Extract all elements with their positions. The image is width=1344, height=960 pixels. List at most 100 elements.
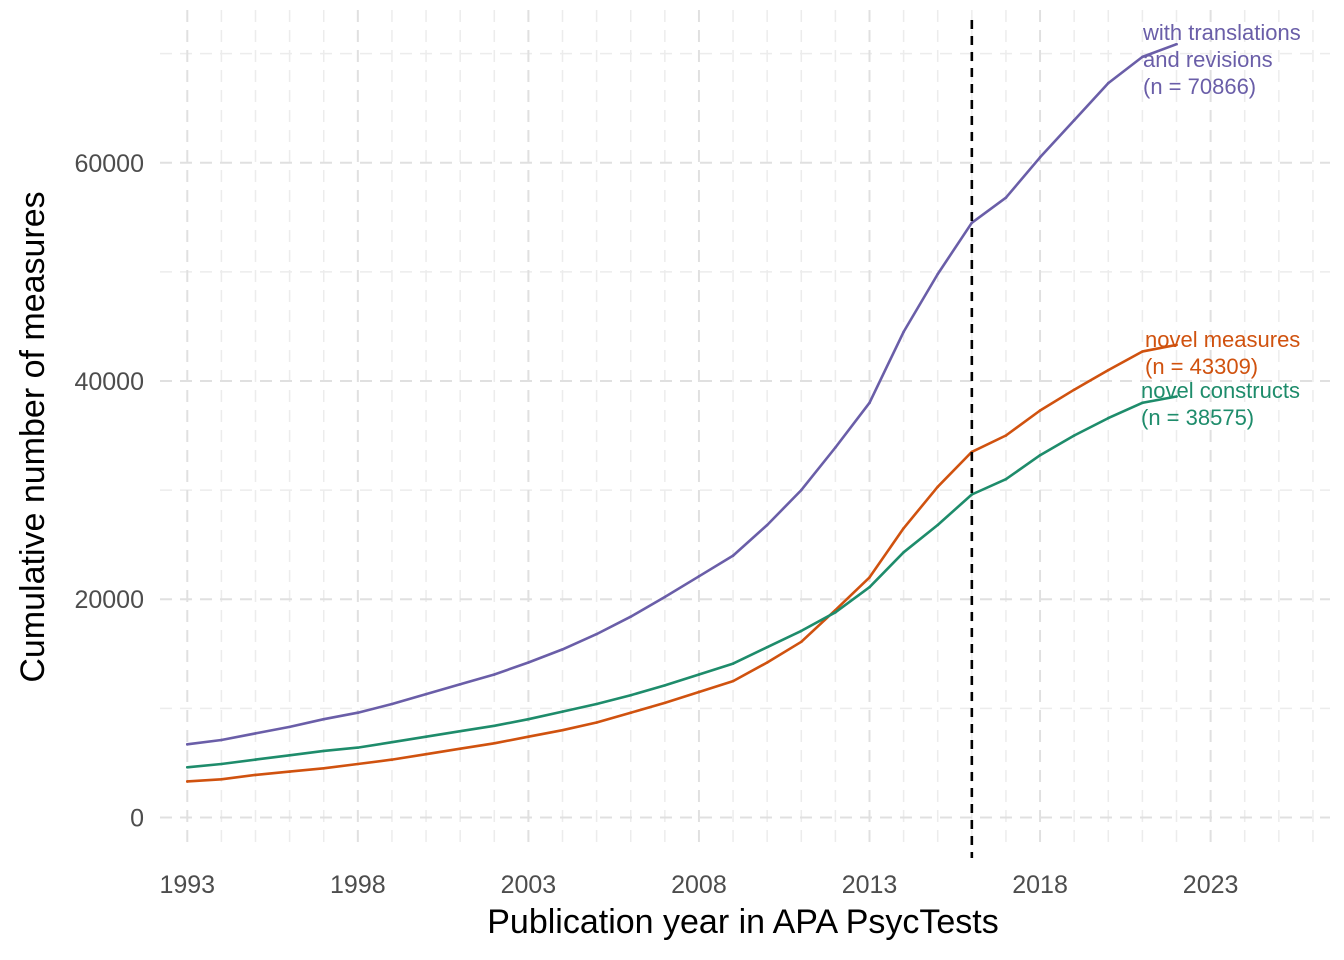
data-point-translations-2012 xyxy=(834,446,837,449)
data-point-novel_measures-2021 xyxy=(1141,350,1144,353)
data-point-translations-1995 xyxy=(254,732,257,735)
data-point-translations-2003 xyxy=(527,661,530,664)
data-point-translations-1998 xyxy=(356,711,360,714)
data-point-translations-2002 xyxy=(492,673,496,676)
series-label-line: (n = 38575) xyxy=(1141,405,1254,430)
data-point-novel_measures-1997 xyxy=(322,767,326,770)
data-point-translations-2014 xyxy=(902,330,905,334)
y-axis-title: Cumulative number of measures xyxy=(14,191,52,682)
data-point-translations-2010 xyxy=(765,523,769,527)
data-point-novel_constructs-1997 xyxy=(322,749,326,753)
data-point-novel_measures-2009 xyxy=(731,679,735,683)
data-point-translations-1994 xyxy=(220,738,223,742)
data-point-novel_measures-1993 xyxy=(185,780,189,783)
data-point-novel_measures-2000 xyxy=(424,752,428,756)
series-label-novel_constructs: novel constructs (n = 38575) xyxy=(1141,378,1300,430)
data-point-novel_measures-1994 xyxy=(220,777,223,781)
data-point-novel_constructs-2010 xyxy=(765,645,769,649)
data-point-novel_measures-2020 xyxy=(1106,368,1110,372)
data-point-novel_constructs-2020 xyxy=(1106,416,1110,420)
data-point-translations-2006 xyxy=(629,615,633,618)
data-point-novel_constructs-2000 xyxy=(424,735,428,739)
data-point-novel_constructs-2022 xyxy=(1175,395,1178,398)
data-point-novel_measures-2019 xyxy=(1072,388,1076,392)
data-point-novel_constructs-1996 xyxy=(288,753,291,757)
series-label-line: with translations xyxy=(1142,20,1301,45)
data-point-translations-2020 xyxy=(1106,81,1110,85)
data-point-novel_constructs-1999 xyxy=(390,740,394,744)
data-point-translations-2005 xyxy=(595,632,598,636)
data-point-translations-2007 xyxy=(663,595,667,599)
x-tick-label: 1993 xyxy=(159,871,215,899)
data-point-translations-2021 xyxy=(1141,55,1144,59)
y-tick-label: 20000 xyxy=(74,586,144,614)
data-point-novel_measures-2017 xyxy=(1004,434,1008,437)
data-point-translations-2008 xyxy=(697,575,701,578)
series-label-line: novel constructs xyxy=(1141,378,1300,403)
data-point-novel_measures-2011 xyxy=(799,640,803,644)
data-point-novel_measures-1998 xyxy=(356,762,360,766)
data-point-novel_constructs-2009 xyxy=(731,662,735,665)
data-point-novel_constructs-2016 xyxy=(970,493,974,496)
data-point-novel_constructs-2013 xyxy=(868,585,871,589)
data-point-novel_constructs-2003 xyxy=(527,717,530,721)
data-point-novel_constructs-2002 xyxy=(492,724,496,728)
series-line-novel_measures xyxy=(186,343,1178,783)
data-point-translations-1997 xyxy=(322,717,326,721)
x-tick-label: 2003 xyxy=(501,871,557,899)
data-point-novel_constructs-2008 xyxy=(697,673,701,676)
data-point-novel_measures-2003 xyxy=(527,735,530,739)
series-line-novel_constructs xyxy=(186,395,1178,769)
data-point-novel_constructs-2018 xyxy=(1038,453,1042,457)
data-point-novel_constructs-1993 xyxy=(185,765,189,769)
series-line-translations xyxy=(186,42,1178,746)
data-point-translations-1999 xyxy=(390,702,394,706)
data-point-novel_measures-2010 xyxy=(765,661,769,664)
data-point-translations-2013 xyxy=(868,401,871,405)
series-label-line: (n = 70866) xyxy=(1143,74,1256,99)
data-point-novel_constructs-2014 xyxy=(902,550,905,554)
data-point-translations-2004 xyxy=(561,648,564,651)
data-point-novel_measures-2002 xyxy=(492,741,496,745)
data-point-novel_constructs-2007 xyxy=(663,684,667,687)
data-point-translations-2017 xyxy=(1004,196,1008,199)
series-label-line: novel measures xyxy=(1145,327,1300,352)
data-point-novel_measures-2004 xyxy=(561,728,564,732)
data-point-novel_measures-2018 xyxy=(1038,409,1042,412)
data-point-novel_constructs-2019 xyxy=(1072,434,1076,437)
data-point-novel_constructs-1998 xyxy=(356,746,360,749)
data-point-novel_measures-2006 xyxy=(629,711,633,714)
data-point-novel_constructs-2005 xyxy=(595,702,598,706)
data-point-novel_constructs-2011 xyxy=(799,629,803,633)
data-point-novel_measures-2005 xyxy=(595,721,598,724)
data-point-novel_constructs-2012 xyxy=(834,611,837,614)
data-point-novel_measures-2007 xyxy=(663,701,667,705)
data-point-translations-2009 xyxy=(731,554,735,557)
x-tick-label: 2008 xyxy=(671,871,727,899)
data-point-novel_constructs-2021 xyxy=(1141,401,1144,405)
series-label-line: and revisions xyxy=(1143,47,1273,72)
data-point-novel_measures-2015 xyxy=(936,485,940,489)
data-point-novel_constructs-2006 xyxy=(629,693,633,697)
data-point-novel_constructs-1994 xyxy=(220,762,223,766)
x-tick-label: 1998 xyxy=(330,871,386,899)
series-label-novel_measures: novel measures (n = 43309) xyxy=(1145,327,1300,379)
data-point-novel_measures-2013 xyxy=(868,576,871,579)
x-tick-label: 2013 xyxy=(842,871,898,899)
data-point-translations-2000 xyxy=(424,692,428,696)
data-point-translations-2001 xyxy=(458,683,462,686)
data-point-novel_measures-1995 xyxy=(254,773,257,777)
data-point-translations-2019 xyxy=(1072,118,1076,122)
data-point-novel_constructs-2001 xyxy=(458,729,462,733)
y-tick-label: 60000 xyxy=(74,150,144,178)
minor-gridlines xyxy=(160,10,1330,848)
major-gridlines xyxy=(160,10,1330,848)
data-point-translations-2018 xyxy=(1038,156,1042,159)
series-label-translations: with translations and revisions (n = 70866… xyxy=(1142,20,1301,99)
data-point-novel_measures-1996 xyxy=(288,770,291,773)
data-point-translations-1993 xyxy=(185,743,189,746)
data-point-novel_measures-1999 xyxy=(390,758,394,761)
data-point-translations-1996 xyxy=(288,725,291,729)
data-point-translations-2015 xyxy=(936,272,940,276)
